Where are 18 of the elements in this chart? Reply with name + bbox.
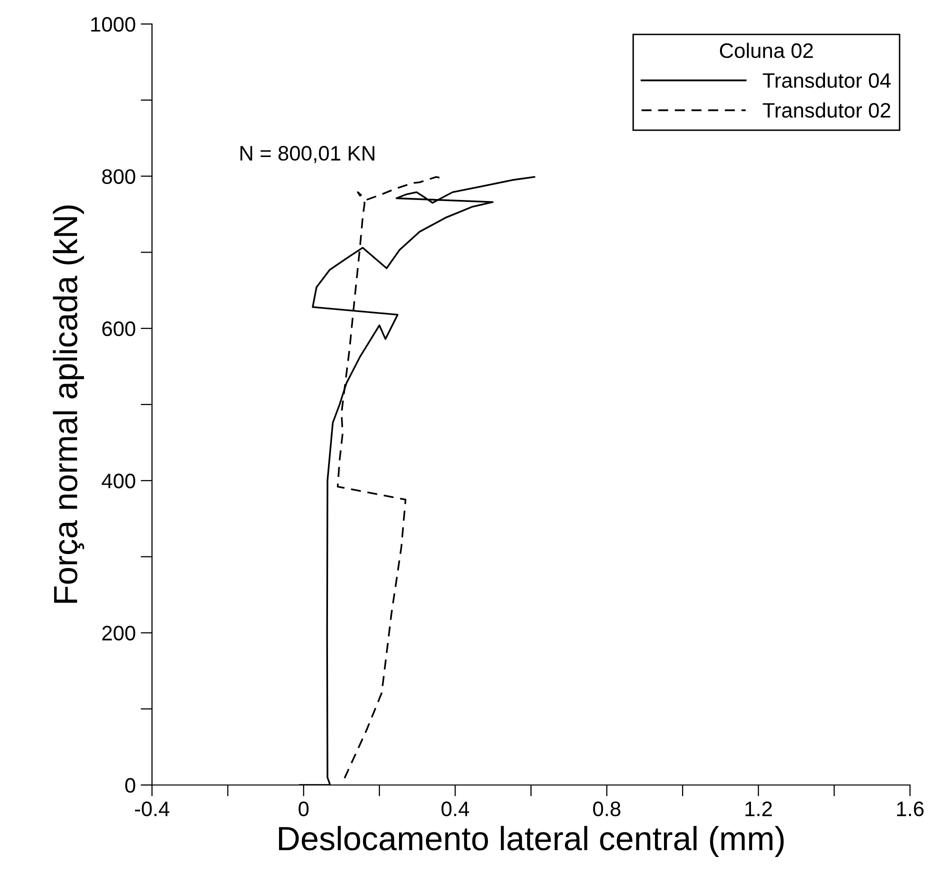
y-axis-title: Força normal aplicada (kN): [52, 206, 84, 603]
x-tick-label: 0: [298, 802, 309, 816]
x-tick-label: 1.2: [746, 802, 772, 816]
y-tick-label: 1000: [91, 17, 136, 32]
legend-label: Transdutor 04: [762, 72, 891, 88]
y-tick-label: 600: [102, 321, 136, 336]
x-tick-label: 1.6: [897, 802, 924, 816]
legend-title: Coluna 02: [720, 42, 813, 58]
x-tick-label: -0.4: [134, 802, 170, 816]
y-tick-label: 400: [102, 474, 136, 488]
legend-label: Transdutor 02: [762, 102, 890, 118]
y-tick-label: 800: [102, 169, 136, 184]
annotation: N = 800,01 KN: [240, 146, 374, 164]
x-tick-label: 0.4: [442, 802, 470, 816]
y-tick-label: 200: [102, 626, 136, 641]
y-tick-label: 0: [125, 778, 136, 793]
x-axis-title: Deslocamento lateral central (mm): [279, 826, 784, 858]
x-tick-label: 0.8: [593, 802, 620, 816]
